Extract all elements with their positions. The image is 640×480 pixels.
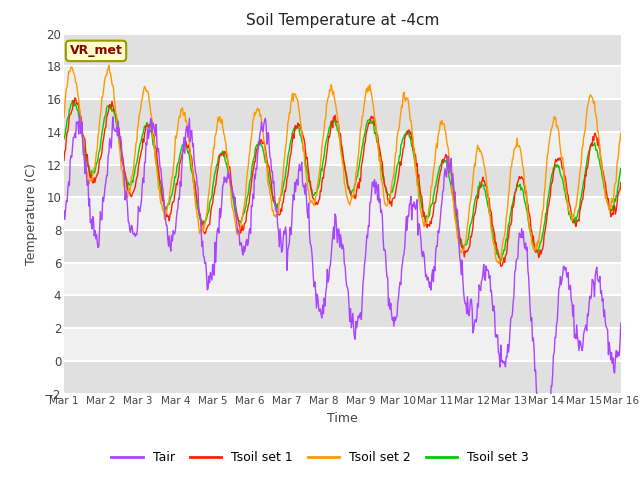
Tsoil set 2 [70,72,78,77]
Tsoil set 1 [70,100,78,106]
Tsoil set 1 [60,157,68,163]
Bar [64,263,621,295]
Tsoil set 2 [214,115,222,120]
Bar [64,361,621,394]
Tsoil set 2 [60,114,68,120]
Tsoil set 3 [214,156,222,162]
Tsoil set 2 [411,156,419,162]
Tair [214,225,222,231]
Tsoil set 1 [497,264,504,269]
Tsoil set 3 [428,203,435,208]
Tsoil set 3 [71,101,79,107]
Bar [64,99,621,132]
Legend: Tair, Tsoil set 1, Tsoil set 2, Tsoil set 3: Tair, Tsoil set 1, Tsoil set 2, Tsoil se… [106,446,534,469]
Tsoil set 3 [497,258,504,264]
Tsoil set 3 [128,178,136,184]
Tsoil set 2 [185,134,193,140]
Tsoil set 2 [495,261,503,267]
Tsoil set 1 [411,152,419,157]
Bar [64,295,621,328]
Tair [411,204,419,210]
Tair [70,135,78,141]
Tair [76,112,83,118]
Tsoil set 3 [68,97,76,103]
Y-axis label: Temperature (C): Temperature (C) [26,163,38,264]
Bar [64,197,621,230]
Line: Tsoil set 2: Tsoil set 2 [64,65,621,264]
Tsoil set 3 [60,136,68,142]
Tsoil set 2 [128,173,136,179]
Tsoil set 1 [428,221,435,227]
Title: Soil Temperature at -4cm: Soil Temperature at -4cm [246,13,439,28]
Tsoil set 1 [214,165,222,171]
Bar [64,328,621,361]
Tair [428,287,435,293]
Bar [64,66,621,99]
Bar [64,165,621,197]
Tsoil set 3 [411,159,419,165]
Tsoil set 3 [617,166,625,172]
X-axis label: Time: Time [327,412,358,425]
Line: Tair: Tair [64,115,621,446]
Tsoil set 1 [71,95,79,101]
Bar [64,132,621,165]
Tair [185,125,193,131]
Tsoil set 1 [185,142,193,148]
Tair [60,208,68,214]
Tsoil set 3 [185,148,193,154]
Tair [617,320,625,326]
Tsoil set 2 [428,183,435,189]
Line: Tsoil set 1: Tsoil set 1 [64,98,621,266]
Tsoil set 2 [105,62,113,68]
Line: Tsoil set 3: Tsoil set 3 [64,100,621,261]
Tair [128,223,136,229]
Bar [64,230,621,263]
Tsoil set 1 [617,180,625,186]
Tsoil set 2 [617,130,625,136]
Bar [64,34,621,66]
Text: VR_met: VR_met [70,44,122,58]
Tsoil set 1 [128,192,136,198]
Tair [540,444,548,449]
